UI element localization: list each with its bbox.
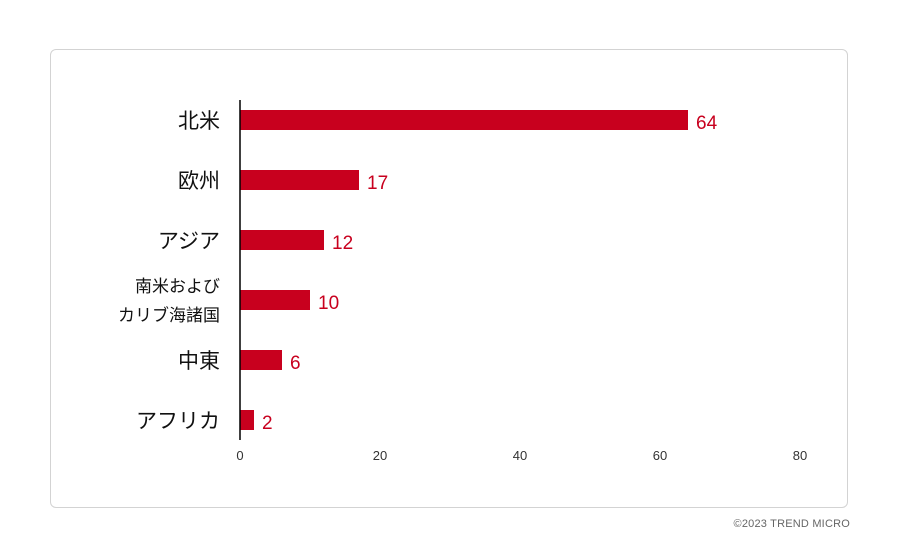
bar-value-label: 17 xyxy=(367,173,388,194)
x-tick-labels-layer: 0 20 40 60 80 xyxy=(236,448,807,463)
bar-value-label: 10 xyxy=(318,293,339,314)
bars-layer xyxy=(240,110,688,430)
bar-value-label: 2 xyxy=(262,413,273,434)
x-tick-label: 60 xyxy=(653,448,667,463)
x-tick-label: 80 xyxy=(793,448,807,463)
category-label: アフリカ xyxy=(136,410,220,433)
bar xyxy=(240,110,688,130)
x-tick-label: 40 xyxy=(513,448,527,463)
bar-value-label: 6 xyxy=(290,353,301,374)
category-label: 南米および xyxy=(135,277,220,296)
category-label: 中東 xyxy=(178,350,220,373)
bar xyxy=(240,170,359,190)
category-label: 欧州 xyxy=(178,170,220,193)
bar xyxy=(240,350,282,370)
bar xyxy=(240,230,324,250)
category-label: カリブ海諸国 xyxy=(118,305,220,325)
bar xyxy=(240,410,254,430)
x-tick-label: 0 xyxy=(236,448,243,463)
x-tick-label: 20 xyxy=(373,448,387,463)
bar-value-label: 64 xyxy=(696,113,718,134)
category-label: 北米 xyxy=(178,110,220,133)
bar xyxy=(240,290,310,310)
bar-value-label: 12 xyxy=(332,233,353,254)
value-labels-layer: 64 17 12 10 6 2 xyxy=(262,113,718,434)
category-label: アジア xyxy=(158,230,220,253)
copyright-text: ©2023 TREND MICRO xyxy=(733,518,850,530)
